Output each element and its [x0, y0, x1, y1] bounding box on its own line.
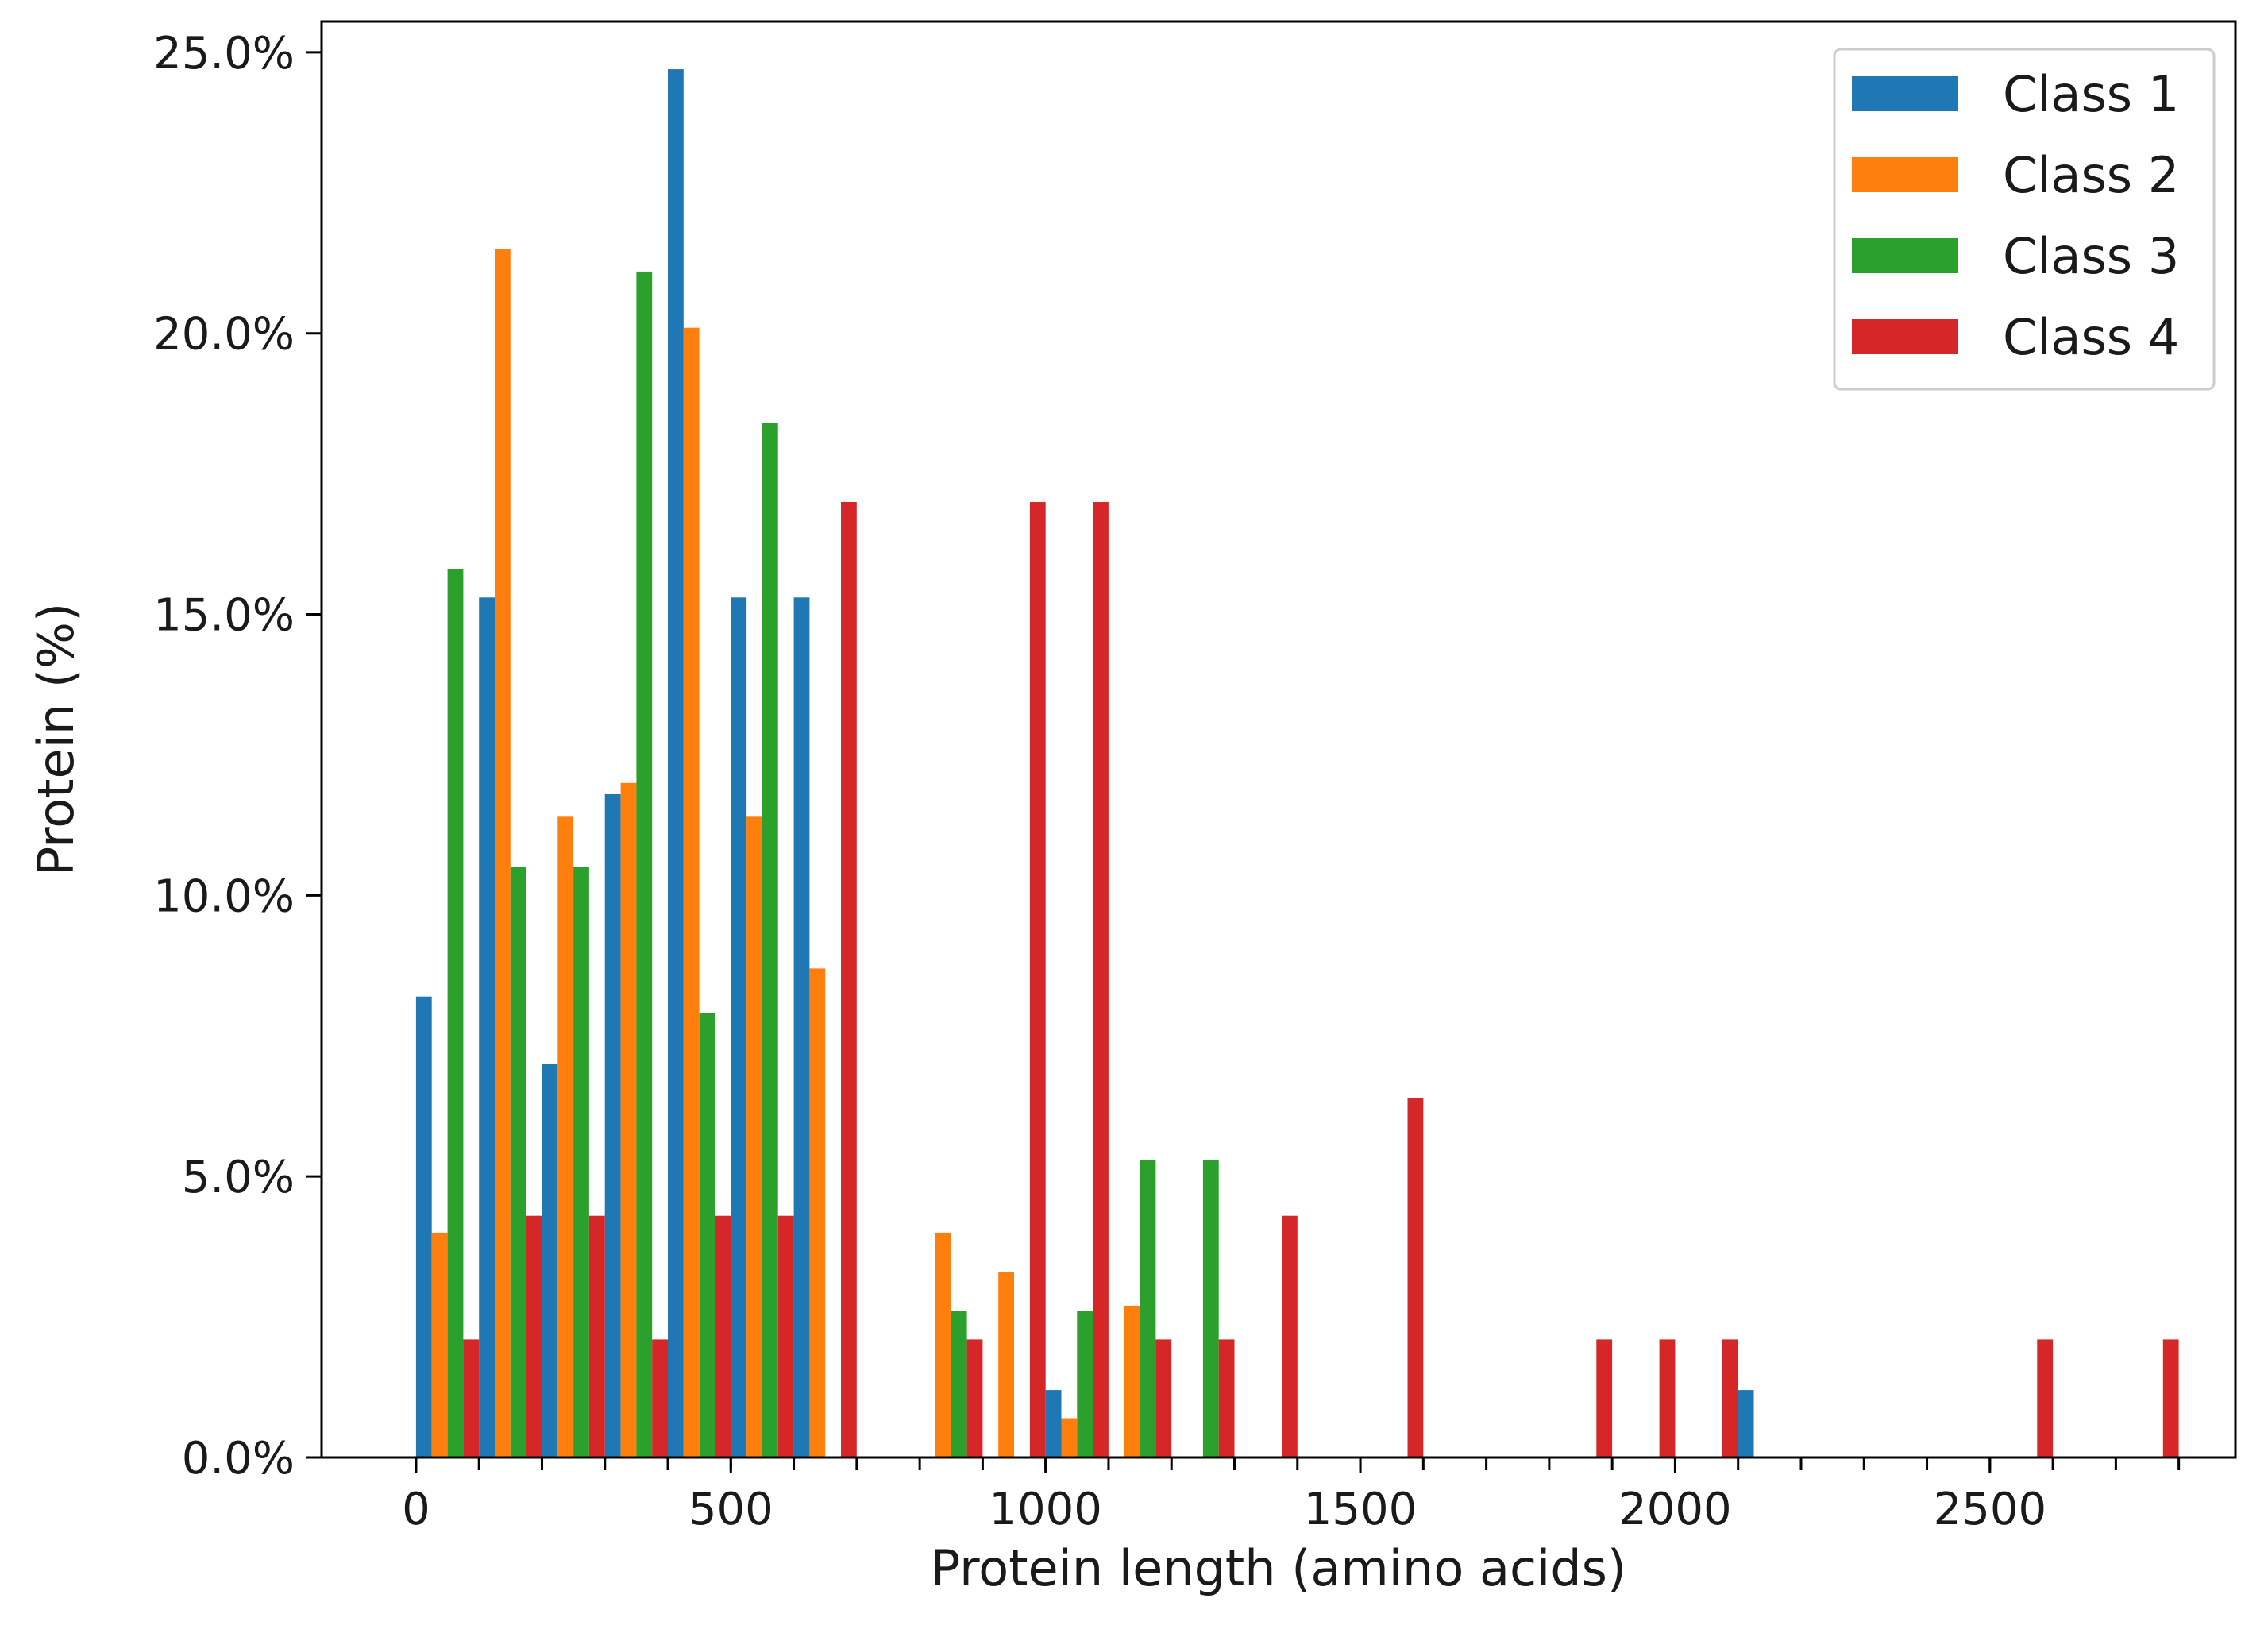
legend-label: Class 3 — [2003, 227, 2179, 285]
bar-class-2-bin-4 — [683, 327, 700, 1458]
bar-class-4-bin-10 — [1093, 502, 1109, 1457]
bar-class-2-bin-11 — [1124, 1305, 1140, 1457]
x-tick-label: 1500 — [1304, 1484, 1418, 1535]
bar-class-4-bin-13 — [1282, 1215, 1298, 1457]
bar-class-4-bin-25 — [2037, 1339, 2054, 1457]
y-tick-label: 20.0% — [153, 309, 295, 361]
legend: Class 1 Class 2 Class 3 Class 4 — [1833, 48, 2216, 391]
bar-class-1-bin-3 — [604, 794, 621, 1457]
bar-class-4-bin-8 — [966, 1339, 983, 1457]
plot-frame — [320, 20, 2237, 1459]
y-axis-label: Protein (%) — [27, 603, 85, 876]
bar-class-4-bin-5 — [777, 1215, 794, 1457]
bar-class-3-bin-12 — [1202, 1160, 1219, 1457]
legend-label: Class 4 — [2003, 308, 2179, 366]
bar-class-1-bin-5 — [731, 597, 747, 1457]
bar-class-4-bin-6 — [841, 502, 857, 1457]
bar-class-1-bin-2 — [542, 1064, 558, 1457]
bar-class-2-bin-2 — [557, 816, 574, 1457]
bar-class-1-bin-4 — [668, 69, 684, 1458]
x-tick-label: 1000 — [989, 1484, 1102, 1535]
bar-class-3-bin-0 — [447, 569, 464, 1457]
y-tick-label: 10.0% — [153, 871, 295, 922]
bar-class-4-bin-2 — [588, 1215, 605, 1457]
bar-class-4-bin-9 — [1029, 502, 1046, 1457]
bar-class-4-bin-1 — [526, 1215, 542, 1457]
bar-class-1-bin-6 — [793, 597, 810, 1457]
bar-class-4-bin-3 — [652, 1339, 668, 1457]
bar-class-3-bin-10 — [1077, 1311, 1094, 1457]
y-tick-label: 15.0% — [153, 590, 295, 642]
bar-class-1-bin-21 — [1738, 1390, 1754, 1457]
y-tick-label: 25.0% — [153, 28, 295, 79]
bar-class-3-bin-4 — [699, 1013, 716, 1457]
x-tick-label: 2000 — [1618, 1484, 1732, 1535]
y-axis-ticks: 0.0% 5.0% 10.0% 15.0% 20.0% 25.0% — [153, 28, 322, 1484]
bar-class-3-bin-11 — [1140, 1160, 1156, 1457]
bar-class-3-bin-2 — [573, 867, 589, 1457]
bar-class-4-bin-15 — [1407, 1098, 1424, 1457]
legend-label: Class 1 — [2003, 65, 2179, 123]
legend-swatch — [1852, 319, 1958, 354]
bar-class-2-bin-8 — [935, 1232, 951, 1457]
bar-class-2-bin-0 — [431, 1232, 448, 1457]
legend-box — [1833, 48, 2216, 391]
bar-class-3-bin-5 — [762, 423, 778, 1457]
bar-class-4-bin-18 — [1596, 1339, 1613, 1457]
bar-class-2-bin-5 — [746, 816, 762, 1457]
bar-class-1-bin-1 — [479, 597, 495, 1457]
legend-label: Class 2 — [2003, 146, 2179, 204]
y-tick-label: 5.0% — [182, 1152, 295, 1203]
bar-class-4-bin-19 — [1659, 1339, 1676, 1457]
bar-class-2-bin-10 — [1061, 1418, 1078, 1457]
bar-class-4-bin-20 — [1722, 1339, 1738, 1457]
bar-class-3-bin-3 — [636, 271, 653, 1457]
bar-class-2-bin-3 — [620, 782, 637, 1457]
bar-class-2-bin-6 — [809, 968, 826, 1457]
y-tick-label: 0.0% — [182, 1433, 295, 1484]
bar-class-1-bin-0 — [415, 996, 432, 1457]
legend-swatch — [1852, 157, 1958, 192]
bar-class-4-bin-27 — [2162, 1339, 2179, 1457]
x-tick-label: 2500 — [1934, 1484, 2047, 1535]
bar-class-2-bin-1 — [495, 249, 511, 1458]
bar-class-3-bin-8 — [951, 1311, 967, 1457]
legend-swatch — [1852, 238, 1958, 273]
bar-class-4-bin-0 — [463, 1339, 480, 1457]
x-axis-ticks: 0 500 1000 1500 2000 2500 — [402, 1457, 2181, 1535]
x-tick-label: 0 — [402, 1484, 430, 1535]
bar-class-1-bin-10 — [1045, 1390, 1062, 1457]
x-axis-label: Protein length (amino acids) — [931, 1539, 1626, 1597]
bar-class-4-bin-12 — [1218, 1339, 1235, 1457]
bar-class-4-bin-4 — [715, 1215, 731, 1457]
x-tick-label: 500 — [688, 1484, 773, 1535]
bar-class-3-bin-1 — [510, 867, 526, 1457]
legend-swatch — [1852, 76, 1958, 111]
bar-class-2-bin-9 — [998, 1272, 1014, 1457]
bars-group — [415, 69, 2179, 1458]
bar-class-4-bin-11 — [1155, 1339, 1172, 1457]
